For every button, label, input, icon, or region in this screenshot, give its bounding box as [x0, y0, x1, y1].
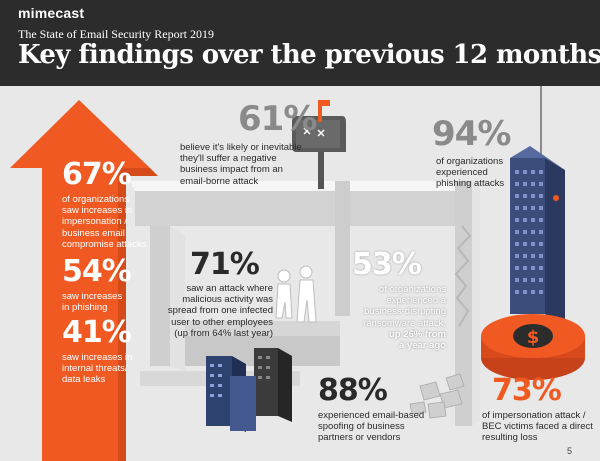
- text-line: user to other employees: [171, 316, 273, 328]
- text-line: experienced a: [386, 295, 446, 307]
- maze-wall-top: [130, 181, 475, 191]
- maze-wall-middle: [185, 321, 340, 336]
- page-number: 5: [567, 446, 573, 456]
- stat-phishing-experienced-text: of organizations experienced phishing at…: [436, 156, 516, 190]
- stat-business-impact-value: 61%: [238, 99, 317, 139]
- text-line: of organizations: [436, 156, 504, 167]
- text-line: malicious activity was: [182, 294, 273, 306]
- text-line: internal threats/: [62, 363, 128, 375]
- text-line: phishing attacks: [436, 178, 505, 190]
- svg-text:$: $: [527, 327, 540, 348]
- maze-wall-right: [455, 181, 472, 426]
- building-icon: [510, 146, 565, 326]
- stat-internal-threats-value: 41%: [62, 315, 132, 350]
- report-title: The State of Email Security Report 2019: [18, 27, 214, 41]
- text-line: resulting loss: [482, 432, 538, 444]
- office-buildings-icon: [206, 348, 292, 432]
- stat-lateral-spread-text: saw an attack where malicious activity w…: [158, 283, 273, 339]
- stat-ransomware-text: of organizations experienced a business-…: [336, 284, 446, 351]
- people-icon: [275, 265, 317, 323]
- header-bar: mimecast The State of Email Security Rep…: [0, 0, 600, 86]
- stat-impersonation-text: of organizations saw increases in impers…: [62, 194, 146, 250]
- text-line: spread from one infected: [167, 305, 273, 317]
- stat-phishing-experienced-value: 94%: [432, 114, 511, 154]
- stat-bec-loss-value: 73%: [492, 373, 562, 408]
- text-line: of impersonation attack /: [482, 410, 586, 421]
- text-line: partners or vendors: [318, 432, 401, 444]
- text-line: (up from 64% last year): [174, 327, 273, 339]
- maze-wall-left: [150, 226, 170, 366]
- text-line-emphasis: up 26% from: [388, 328, 446, 340]
- text-line: business impact from an: [180, 164, 283, 176]
- stat-phishing-increase-text: saw increases in phishing: [62, 291, 122, 313]
- stat-lateral-spread-value: 71%: [190, 247, 260, 282]
- text-line: BEC victims faced a direct: [482, 421, 593, 433]
- text-line: saw increases in: [62, 352, 133, 363]
- stat-impersonation-value: 67%: [62, 157, 132, 192]
- dollar-icon: $: [481, 314, 585, 380]
- text-line: saw increases: [62, 291, 123, 302]
- text-line: believe it's likely or inevitable: [180, 142, 302, 153]
- text-line: experienced email-based: [318, 410, 425, 421]
- text-line: compromise attacks: [62, 238, 147, 250]
- text-line: impersonation /: [62, 216, 127, 228]
- stat-spoofing-text: experienced email-based spoofing of busi…: [318, 410, 438, 444]
- stat-internal-threats-text: saw increases in internal threats/ data …: [62, 352, 132, 386]
- mailbox-icon: [292, 100, 346, 189]
- text-line: business email: [62, 227, 125, 239]
- text-line: saw increases in: [62, 205, 133, 217]
- text-line: saw an attack where: [186, 283, 273, 294]
- text-line: spoofing of business: [318, 421, 405, 433]
- up-arrow-icon: [10, 100, 150, 461]
- text-line: business-disrupting: [364, 306, 446, 318]
- stat-business-impact-text: believe it's likely or inevitable they'l…: [180, 142, 330, 187]
- brand-logo: mimecast: [18, 5, 85, 21]
- text-line: ransomware attack,: [363, 317, 446, 329]
- text-line: data leaks: [62, 374, 106, 386]
- stat-ransomware-value: 53%: [352, 247, 422, 282]
- text-line: in phishing: [62, 302, 108, 314]
- text-line: email-borne attack: [180, 175, 259, 187]
- stat-phishing-increase-value: 54%: [62, 254, 132, 289]
- text-line: of organizations: [378, 284, 446, 295]
- stat-bec-loss-text: of impersonation attack / BEC victims fa…: [482, 410, 600, 444]
- rubble-icon: [409, 373, 465, 419]
- stat-spoofing-value: 88%: [318, 373, 388, 408]
- background-illustration: $: [0, 86, 600, 461]
- text-line: they'll suffer a negative: [180, 153, 277, 165]
- text-line: experienced: [436, 167, 488, 179]
- page-title: Key findings over the previous 12 months: [18, 40, 600, 70]
- text-line-emphasis: a year ago: [399, 340, 446, 352]
- text-line: of organizations: [62, 194, 130, 205]
